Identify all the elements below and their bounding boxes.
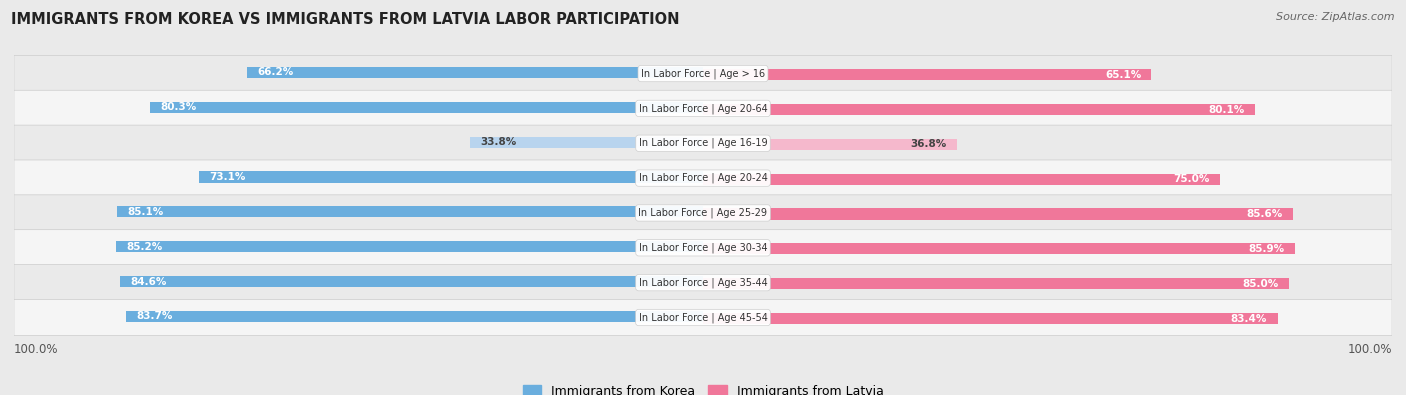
Text: 100.0%: 100.0% [14,342,59,356]
Text: In Labor Force | Age 45-54: In Labor Force | Age 45-54 [638,312,768,323]
Text: In Labor Force | Age > 16: In Labor Force | Age > 16 [641,68,765,79]
FancyBboxPatch shape [14,55,1392,92]
FancyBboxPatch shape [14,299,1392,336]
Bar [470,137,703,148]
Text: In Labor Force | Age 20-24: In Labor Force | Age 20-24 [638,173,768,183]
Legend: Immigrants from Korea, Immigrants from Latvia: Immigrants from Korea, Immigrants from L… [517,380,889,395]
Text: 84.6%: 84.6% [131,276,167,286]
Bar [703,209,1292,220]
Text: In Labor Force | Age 20-64: In Labor Force | Age 20-64 [638,103,768,114]
FancyBboxPatch shape [14,265,1392,301]
Bar [247,67,703,78]
Text: In Labor Force | Age 30-34: In Labor Force | Age 30-34 [638,243,768,253]
Text: In Labor Force | Age 16-19: In Labor Force | Age 16-19 [638,138,768,149]
Text: 83.4%: 83.4% [1230,314,1267,324]
Text: 65.1%: 65.1% [1105,70,1142,80]
Text: 85.2%: 85.2% [127,242,163,252]
FancyBboxPatch shape [14,195,1392,231]
Bar [703,139,956,150]
Bar [703,104,1254,115]
Bar [150,102,703,113]
FancyBboxPatch shape [14,125,1392,162]
Bar [117,241,703,252]
Bar [703,243,1295,254]
Bar [703,278,1289,290]
Text: 80.3%: 80.3% [160,102,197,112]
Text: 80.1%: 80.1% [1208,105,1244,115]
Text: 66.2%: 66.2% [257,68,294,77]
Bar [120,276,703,287]
Text: 85.1%: 85.1% [127,207,163,217]
Text: 85.6%: 85.6% [1246,209,1282,219]
Text: 83.7%: 83.7% [136,311,173,322]
Text: 85.9%: 85.9% [1249,244,1285,254]
FancyBboxPatch shape [14,90,1392,126]
Text: 75.0%: 75.0% [1173,174,1209,184]
Text: 73.1%: 73.1% [209,172,246,182]
Bar [127,311,703,322]
Bar [703,313,1278,324]
FancyBboxPatch shape [14,229,1392,266]
Text: 33.8%: 33.8% [481,137,517,147]
Bar [703,69,1152,80]
Text: In Labor Force | Age 25-29: In Labor Force | Age 25-29 [638,208,768,218]
FancyBboxPatch shape [14,160,1392,196]
Text: 36.8%: 36.8% [910,139,946,149]
Text: In Labor Force | Age 35-44: In Labor Force | Age 35-44 [638,277,768,288]
Bar [200,171,703,182]
Text: 100.0%: 100.0% [1347,342,1392,356]
Bar [703,174,1219,185]
Bar [117,206,703,217]
Text: 85.0%: 85.0% [1241,279,1278,289]
Text: IMMIGRANTS FROM KOREA VS IMMIGRANTS FROM LATVIA LABOR PARTICIPATION: IMMIGRANTS FROM KOREA VS IMMIGRANTS FROM… [11,12,679,27]
Text: Source: ZipAtlas.com: Source: ZipAtlas.com [1277,12,1395,22]
